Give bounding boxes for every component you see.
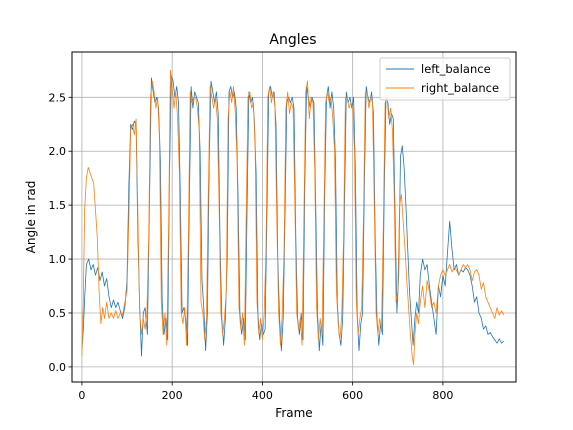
legend-label-right-balance: right_balance xyxy=(421,81,499,95)
x-tick-label: 800 xyxy=(432,389,453,402)
y-tick-label: 0.5 xyxy=(49,307,67,320)
y-tick-label: 2.0 xyxy=(49,145,67,158)
y-axis-title: Angle in rad xyxy=(24,181,38,254)
axis-ticks: 0 200 400 600 800 0.0 0.5 1.0 1.5 2.0 2.5 xyxy=(49,91,454,402)
legend: left_balance right_balance xyxy=(379,57,511,101)
x-tick-label: 0 xyxy=(78,389,85,402)
x-tick-label: 200 xyxy=(162,389,183,402)
plot-area xyxy=(72,52,516,382)
series-lines xyxy=(81,69,505,366)
y-tick-label: 0.0 xyxy=(49,361,67,374)
chart-title: Angles xyxy=(269,32,316,48)
legend-label-left-balance: left_balance xyxy=(421,62,491,76)
y-tick-label: 1.5 xyxy=(49,199,67,212)
x-tick-label: 400 xyxy=(252,389,273,402)
series-line-left-balance xyxy=(81,75,505,357)
x-tick-label: 600 xyxy=(342,389,363,402)
plot-frame xyxy=(71,51,517,383)
x-axis-title: Frame xyxy=(275,406,312,420)
y-tick-label: 1.0 xyxy=(49,253,67,266)
y-tick-label: 2.5 xyxy=(49,91,67,104)
series-line-right-balance xyxy=(81,69,505,366)
